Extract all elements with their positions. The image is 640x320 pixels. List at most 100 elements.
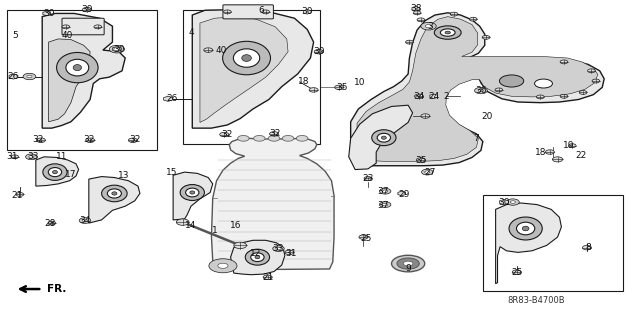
Circle shape [406,40,413,44]
Ellipse shape [223,41,271,75]
Ellipse shape [234,49,260,67]
Text: 32: 32 [269,129,281,138]
Circle shape [474,87,487,94]
Ellipse shape [186,188,199,197]
Circle shape [335,85,344,90]
Circle shape [109,45,125,53]
Text: 5: 5 [12,31,18,40]
Ellipse shape [102,185,127,202]
Circle shape [86,138,95,142]
Circle shape [26,154,37,160]
Polygon shape [412,6,420,11]
Circle shape [469,17,477,21]
Ellipse shape [372,130,396,146]
Ellipse shape [237,135,249,141]
Ellipse shape [251,253,264,261]
Text: 25: 25 [360,234,372,243]
Text: 4: 4 [188,28,194,37]
Ellipse shape [180,185,204,200]
Polygon shape [192,10,314,128]
Polygon shape [43,11,51,16]
Circle shape [510,201,515,203]
Circle shape [16,193,24,196]
Circle shape [234,242,246,249]
Text: 30: 30 [43,9,54,18]
Bar [182,10,320,144]
Circle shape [285,250,294,255]
Ellipse shape [48,168,61,177]
Circle shape [314,50,323,54]
Text: 35: 35 [337,83,348,92]
Text: 34: 34 [413,92,425,101]
Text: 26: 26 [166,94,177,103]
Circle shape [83,219,88,222]
Ellipse shape [403,261,413,266]
Text: 8: 8 [586,243,591,252]
Circle shape [545,150,554,154]
Text: 30: 30 [301,7,313,16]
Text: 38: 38 [410,4,422,13]
Text: 32: 32 [83,135,95,144]
Circle shape [582,245,591,250]
Circle shape [560,60,568,64]
Ellipse shape [377,133,390,142]
Ellipse shape [534,79,552,88]
Circle shape [48,221,56,225]
Circle shape [176,219,189,225]
Text: 40: 40 [62,31,74,40]
Text: 17: 17 [65,170,77,179]
Ellipse shape [435,26,461,39]
Circle shape [262,10,269,14]
Circle shape [309,88,318,92]
Text: 27: 27 [424,168,436,177]
Text: 8R83-B4700B: 8R83-B4700B [507,296,564,305]
Ellipse shape [440,29,455,36]
Circle shape [568,144,576,148]
Circle shape [588,69,595,73]
Circle shape [27,75,32,78]
Text: 12: 12 [250,249,262,258]
Circle shape [383,203,388,206]
Text: 23: 23 [362,174,374,183]
Ellipse shape [516,222,535,235]
Text: 32: 32 [221,130,233,139]
Text: 18: 18 [298,77,310,86]
Circle shape [417,158,426,162]
Text: 16: 16 [230,221,241,230]
Text: 11: 11 [56,152,67,161]
Polygon shape [211,138,334,270]
Circle shape [413,11,421,15]
Text: 1: 1 [212,226,218,235]
Circle shape [579,91,587,94]
Text: 32: 32 [32,135,44,144]
Polygon shape [230,240,285,275]
Polygon shape [42,13,125,128]
Ellipse shape [499,75,524,87]
Polygon shape [113,47,122,52]
Circle shape [129,138,138,142]
Ellipse shape [73,65,81,71]
Circle shape [364,177,372,180]
Circle shape [380,188,391,194]
Circle shape [29,156,34,158]
Text: 7: 7 [474,134,479,143]
Circle shape [421,22,436,30]
Circle shape [380,202,391,207]
Ellipse shape [56,52,98,83]
Polygon shape [499,199,508,204]
Circle shape [276,247,281,250]
Ellipse shape [509,217,542,240]
Text: 22: 22 [575,151,586,160]
Text: 20: 20 [482,112,493,121]
Text: 31: 31 [6,152,18,161]
Circle shape [269,132,278,136]
Circle shape [209,259,237,273]
Ellipse shape [66,59,89,76]
Ellipse shape [253,135,265,141]
Ellipse shape [43,164,67,180]
Ellipse shape [268,135,280,141]
Circle shape [425,171,430,173]
Polygon shape [9,74,18,79]
Text: 34: 34 [79,216,91,225]
Circle shape [36,138,45,142]
